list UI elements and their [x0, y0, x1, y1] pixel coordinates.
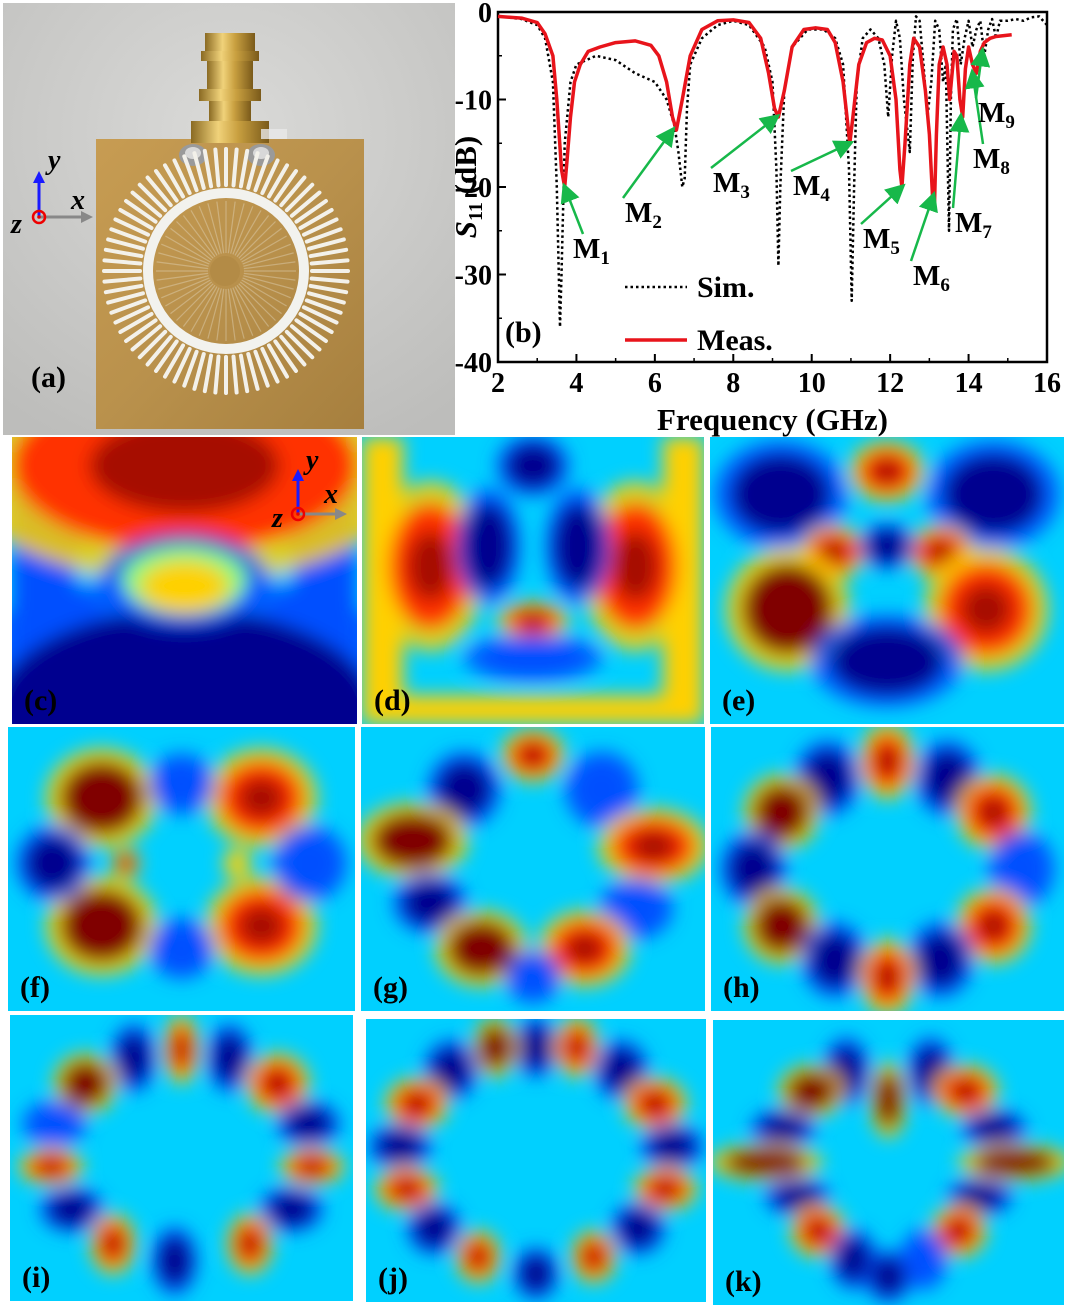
field-map-panel-g: (g)	[361, 727, 705, 1011]
annotation-arrow	[964, 68, 985, 145]
mode-annotation: M6	[913, 260, 950, 296]
axes-icon	[290, 469, 347, 522]
panel-label: (d)	[374, 684, 411, 717]
panel-label: (k)	[725, 1265, 762, 1298]
x-tick-label: 14	[955, 368, 983, 399]
x-tick-label: 8	[726, 368, 740, 399]
axis-z-label: z	[11, 209, 22, 240]
field-map-panel-k: (k)	[713, 1020, 1064, 1305]
field-map-panel-f: (f)	[8, 727, 355, 1011]
annotation-arrow	[710, 113, 781, 169]
x-tick-label: 12	[876, 368, 904, 399]
antenna-photo	[3, 3, 455, 435]
annotation-arrow	[790, 140, 855, 173]
mode-annotation: M4	[793, 170, 830, 206]
y-tick-label: -20	[455, 173, 492, 204]
mode-annotation: M1	[573, 233, 610, 269]
field-map-panel-d: (d)	[362, 437, 704, 724]
field-map-panel-c: y x z (c)	[12, 437, 357, 724]
x-tick-label: 10	[798, 368, 826, 399]
field-map-panel-i: (i)	[10, 1015, 353, 1301]
x-axis-label: Frequency (GHz)	[657, 402, 888, 437]
y-tick-label: -30	[455, 261, 492, 292]
annotation-arrow	[621, 126, 676, 199]
annular-slot	[143, 188, 309, 354]
annotation-arrow	[970, 46, 991, 99]
photo-panel-a: y x z (a)	[3, 3, 455, 435]
axis-y-label: y	[306, 445, 319, 476]
panel-label: (j)	[378, 1262, 408, 1295]
annotation-arrow	[860, 183, 906, 225]
axis-z-label: z	[272, 503, 283, 534]
x-tick-label: 4	[569, 368, 583, 399]
s11-chart: 2 4 6 8 10 12 14 16 0 -10 -20 -30 -40 Frequency (GHz)…	[455, 0, 1061, 437]
field-map	[366, 1019, 706, 1302]
field-map	[10, 1015, 353, 1301]
field-map-panel-j: (j)	[366, 1019, 706, 1302]
field-map	[12, 437, 357, 724]
field-map	[710, 437, 1064, 724]
field-map	[711, 727, 1064, 1011]
mode-annotation: M7	[955, 207, 992, 243]
panel-label: (b)	[505, 316, 542, 349]
legend-entry: Sim.	[697, 271, 755, 304]
axis-x-label: x	[71, 185, 85, 216]
y-axis-label: S11 (dB)	[455, 136, 487, 238]
field-map	[361, 727, 705, 1011]
panel-label: (e)	[722, 684, 756, 717]
mode-annotation: M5	[863, 223, 900, 259]
field-map-panel-h: (h)	[711, 727, 1064, 1011]
panel-label: (c)	[24, 684, 58, 717]
mode-annotation: M2	[625, 197, 662, 233]
annotation-arrow	[909, 191, 938, 262]
panel-label: (h)	[723, 971, 760, 1004]
axes-icon	[31, 171, 93, 225]
axis-x-label: x	[324, 479, 338, 510]
field-map-panel-e: (e)	[710, 437, 1064, 724]
y-tick-label: 0	[478, 0, 492, 29]
panel-label: (i)	[22, 1261, 51, 1294]
s11-plot-panel: 2 4 6 8 10 12 14 16 0 -10 -20 -30 -40 Frequency (GHz)…	[455, 0, 1067, 438]
y-tick-label: -40	[455, 348, 492, 379]
sma-connector	[191, 121, 269, 143]
panel-label: (f)	[20, 971, 50, 1004]
y-tick-label: -10	[455, 86, 492, 117]
series-line-meas	[497, 14, 1012, 207]
annotation-arrow	[949, 112, 970, 209]
field-map	[8, 727, 355, 1011]
mode-annotation: M8	[973, 143, 1010, 179]
x-tick-label: 6	[648, 368, 662, 399]
mode-annotation: M9	[978, 97, 1015, 133]
legend-entry: Meas.	[697, 324, 773, 357]
axis-y-label: y	[48, 145, 61, 176]
field-map	[362, 437, 704, 724]
field-map	[713, 1020, 1064, 1305]
annotation-arrow	[560, 182, 585, 235]
panel-label: (g)	[373, 971, 408, 1004]
mode-annotation: M3	[713, 167, 750, 203]
x-tick-label: 16	[1033, 368, 1061, 399]
panel-label: (a)	[31, 361, 66, 394]
x-tick-label: 2	[491, 368, 505, 399]
radial-slot-ring	[102, 147, 350, 395]
